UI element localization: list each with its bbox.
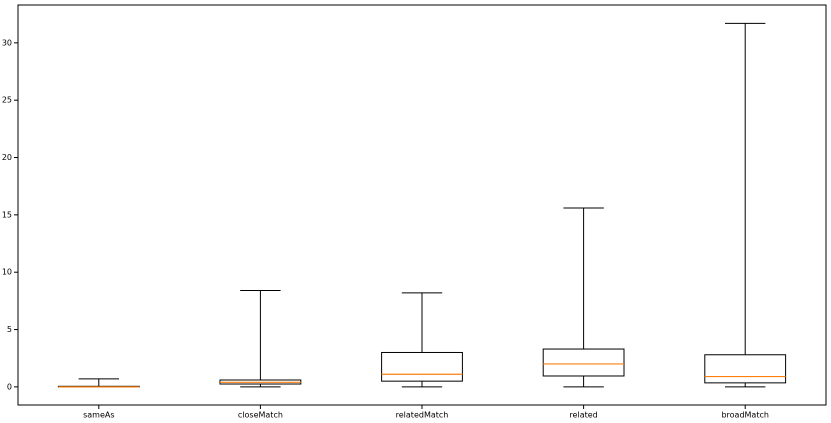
y-tick-label: 5 bbox=[7, 325, 12, 334]
y-tick-label: 0 bbox=[7, 382, 12, 391]
y-tick-label: 30 bbox=[2, 38, 12, 47]
y-tick-label: 25 bbox=[2, 96, 12, 105]
box bbox=[381, 351, 463, 382]
x-tick-label: sameAs bbox=[83, 411, 114, 420]
x-tick-label: related bbox=[569, 411, 597, 420]
x-tick-label: relatedMatch bbox=[396, 411, 449, 420]
y-tick-label: 15 bbox=[2, 210, 12, 219]
box bbox=[542, 348, 625, 377]
box bbox=[704, 354, 787, 384]
x-tick-label: broadMatch bbox=[721, 411, 768, 420]
y-tick-label: 20 bbox=[2, 153, 12, 162]
x-tick-label: closeMatch bbox=[238, 411, 283, 420]
y-tick-label: 10 bbox=[2, 268, 12, 277]
